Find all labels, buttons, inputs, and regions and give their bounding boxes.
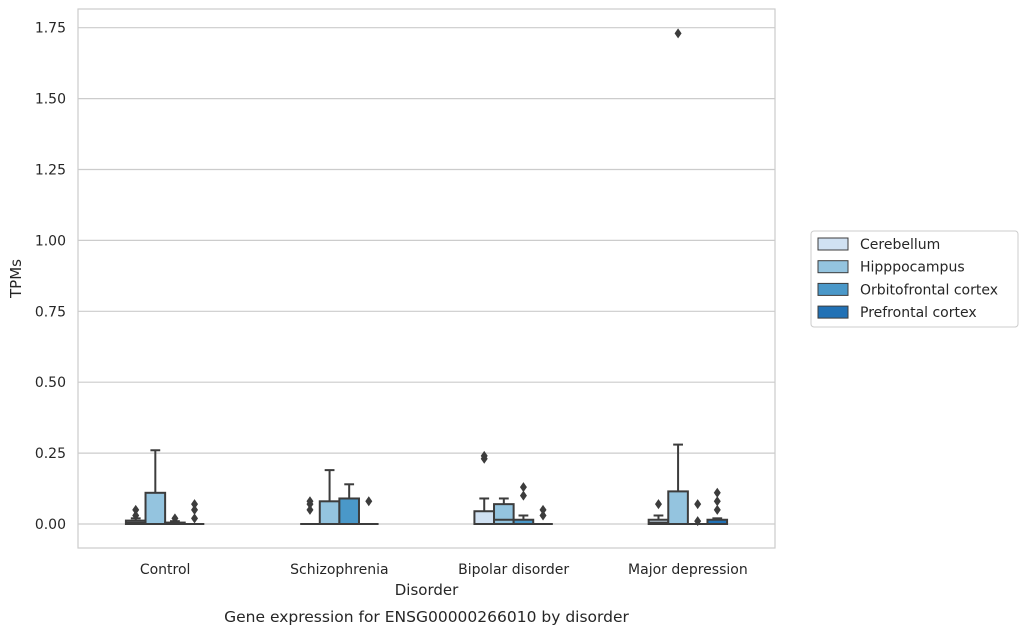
legend-label: Prefrontal cortex — [860, 305, 977, 321]
gridlines — [78, 27, 775, 525]
box-major-depression-hipppocampus — [667, 28, 689, 525]
box-schizophrenia-hipppocampus — [318, 469, 341, 526]
legend-label: Cerebellum — [860, 237, 940, 253]
box-body — [318, 500, 341, 526]
legend-swatch — [817, 237, 849, 251]
legend: Cerebellum Hipppocampus Orbitofrontal cort… — [810, 230, 1019, 328]
x-tick-label: Bipolar disorder — [458, 562, 569, 578]
legend-label: Orbitofrontal cortex — [860, 282, 998, 298]
outlier-point — [132, 510, 140, 521]
box-body — [144, 491, 167, 525]
box-bipolar-disorder-hipppocampus — [493, 497, 515, 526]
box-control-cerebellum — [124, 504, 147, 526]
box-bipolar-disorder-prefrontal-cortex — [533, 504, 553, 525]
chart-caption: Gene expression for ENSG00000266010 by d… — [224, 608, 629, 626]
outlier-point — [191, 513, 199, 524]
legend-swatch — [817, 305, 849, 319]
outlier-point — [191, 504, 199, 515]
box-body — [493, 503, 515, 526]
box-major-depression-orbitofrontal-cortex — [687, 499, 708, 527]
x-tick-label: Major depression — [628, 562, 748, 578]
box-control-hipppocampus — [144, 449, 167, 525]
y-tick-label: 0.50 — [35, 375, 66, 391]
outlier-point — [539, 504, 547, 515]
y-axis-ticks: 0.00 0.25 0.50 0.75 1.00 1.25 1.50 1.75 — [35, 21, 66, 533]
x-tick-label: Control — [140, 562, 191, 578]
x-axis-label: Disorder — [395, 581, 459, 599]
box-bipolar-disorder-cerebellum — [473, 450, 496, 526]
outlier-point — [713, 487, 721, 498]
plot-area-frame — [77, 8, 776, 549]
y-tick-label: 0.75 — [35, 304, 66, 320]
y-tick-label: 1.00 — [35, 233, 66, 249]
box-control-orbitofrontal-cortex — [164, 513, 186, 525]
legend-swatch — [817, 260, 849, 274]
y-tick-label: 0.25 — [35, 446, 66, 462]
outlier-point — [654, 499, 662, 510]
legend-label: Hipppocampus — [860, 260, 965, 276]
box-schizophrenia-orbitofrontal-cortex — [338, 483, 360, 526]
outlier-point — [694, 516, 702, 527]
box-major-depression-cerebellum — [647, 499, 670, 525]
box-body — [667, 490, 689, 525]
box-control-prefrontal-cortex — [184, 499, 205, 525]
legend-swatch — [817, 282, 849, 296]
outlier-point — [365, 496, 373, 507]
outlier-point — [713, 496, 721, 507]
box-bipolar-disorder-orbitofrontal-cortex — [512, 482, 535, 525]
y-tick-label: 1.25 — [35, 163, 66, 179]
x-tick-label: Schizophrenia — [290, 562, 388, 578]
legend-frame — [810, 230, 1019, 328]
outlier-point — [306, 496, 314, 507]
y-tick-label: 1.50 — [35, 92, 66, 108]
outlier-point — [171, 513, 179, 524]
outlier-point — [674, 28, 682, 39]
box-schizophrenia-cerebellum — [300, 496, 320, 525]
box-body — [473, 510, 496, 526]
y-tick-label: 1.75 — [35, 21, 66, 37]
box-major-depression-prefrontal-cortex — [706, 487, 729, 525]
outlier-point — [480, 450, 488, 461]
outlier-point — [694, 499, 702, 510]
outlier-point — [519, 490, 527, 501]
outlier-point — [132, 504, 140, 515]
y-axis-label: TPMs — [7, 259, 25, 299]
box-schizophrenia-prefrontal-cortex — [358, 496, 379, 525]
box-body — [338, 497, 360, 526]
outlier-point — [306, 504, 314, 515]
outlier-point — [191, 499, 199, 510]
boxes — [124, 28, 729, 527]
x-axis-ticks: Control Schizophrenia Bipolar disorder Majo… — [140, 562, 748, 578]
outlier-point — [519, 482, 527, 493]
y-tick-label: 0.00 — [35, 517, 66, 533]
outlier-point — [713, 504, 721, 515]
outlier-point — [539, 510, 547, 521]
